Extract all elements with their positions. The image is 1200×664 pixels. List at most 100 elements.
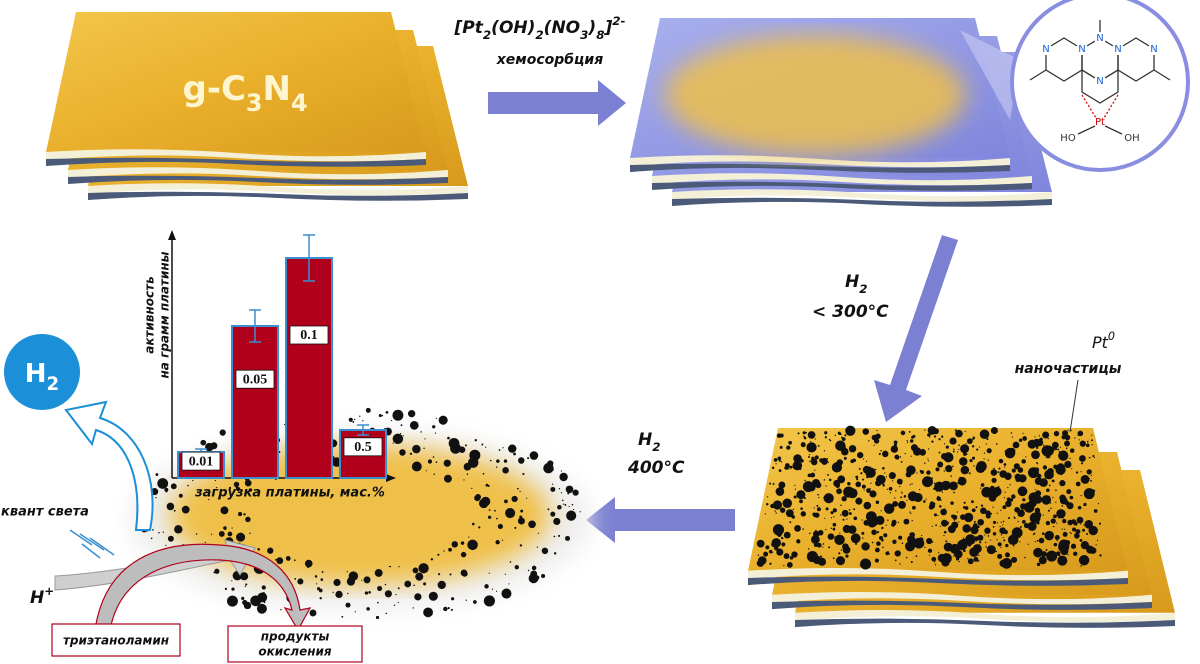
particle <box>798 490 803 496</box>
particle <box>889 492 892 494</box>
particle <box>973 556 979 562</box>
particle <box>841 447 849 456</box>
particle <box>882 450 889 458</box>
particle <box>1062 430 1069 437</box>
particle <box>235 486 241 492</box>
particle <box>802 481 814 493</box>
particle <box>838 552 841 555</box>
particle <box>926 470 931 475</box>
particle <box>1086 469 1092 475</box>
particle <box>178 493 183 498</box>
particle <box>857 451 864 459</box>
particle <box>1056 509 1066 519</box>
particle <box>528 520 536 529</box>
particle <box>885 551 890 556</box>
particle <box>424 564 427 566</box>
condition-label: < 300°C <box>812 302 889 322</box>
particle <box>869 488 871 490</box>
particle <box>927 460 929 462</box>
particle <box>950 501 954 505</box>
formula-part: 2- <box>612 14 625 28</box>
particle <box>467 539 478 551</box>
particle <box>1089 456 1091 459</box>
particle <box>427 459 433 464</box>
particle <box>899 482 902 485</box>
particle <box>971 500 974 504</box>
formula-part: ) <box>587 18 596 38</box>
particle <box>1033 532 1036 535</box>
particle <box>1046 488 1050 493</box>
particle <box>967 557 969 560</box>
particle <box>834 434 837 437</box>
particle <box>897 521 900 524</box>
particle <box>928 554 931 556</box>
particle <box>173 509 176 512</box>
particle <box>425 470 427 472</box>
atom-label: N <box>1078 44 1085 55</box>
particle <box>445 460 450 464</box>
particle <box>1002 536 1004 539</box>
particle <box>830 527 833 530</box>
particle <box>756 559 765 567</box>
particle <box>1019 439 1021 442</box>
particle <box>879 535 883 540</box>
particle <box>411 461 422 472</box>
particle <box>770 503 775 509</box>
particle <box>878 452 881 456</box>
atom-label: HO <box>1060 133 1076 144</box>
particle <box>562 503 565 505</box>
particle <box>824 517 826 519</box>
particle <box>504 573 506 575</box>
particle <box>1095 544 1097 546</box>
particle <box>903 495 907 498</box>
particle <box>998 458 1004 464</box>
particle <box>1012 441 1020 449</box>
formula-part: ] <box>603 18 612 38</box>
particle <box>1041 532 1045 536</box>
particle <box>908 431 911 433</box>
particle <box>1034 488 1036 491</box>
particle <box>811 456 814 459</box>
particle <box>359 415 361 417</box>
particle <box>915 555 918 558</box>
particle <box>541 547 549 555</box>
particle <box>503 459 508 463</box>
particle <box>485 446 487 448</box>
particle <box>960 444 970 454</box>
particle <box>957 481 959 484</box>
particle <box>245 605 248 607</box>
particle <box>959 457 968 466</box>
particle <box>319 597 322 600</box>
particle <box>1075 481 1081 487</box>
label-box <box>235 369 275 389</box>
particle <box>996 522 999 524</box>
particle <box>978 554 980 557</box>
particle <box>1071 468 1073 470</box>
particle <box>1076 516 1084 524</box>
particle <box>564 504 567 506</box>
particle <box>854 542 858 546</box>
particle <box>187 484 189 487</box>
particle <box>876 474 886 485</box>
formula-part: (NO <box>544 18 580 38</box>
particle <box>496 459 500 463</box>
particle <box>572 489 579 496</box>
particle <box>986 545 996 555</box>
particle <box>875 547 880 553</box>
product-formula: H2 <box>25 359 59 395</box>
particle <box>552 483 554 485</box>
particle <box>157 478 169 489</box>
particle <box>1052 525 1055 528</box>
particle <box>987 535 990 537</box>
particle <box>794 524 801 532</box>
particle <box>906 499 908 501</box>
particle <box>451 597 455 601</box>
particle <box>828 438 831 441</box>
particle <box>806 442 817 453</box>
particle <box>958 444 960 446</box>
particle <box>1025 456 1027 458</box>
particle <box>1062 518 1067 524</box>
particle <box>409 420 419 430</box>
particle <box>1098 522 1102 525</box>
atom-label: N <box>1114 44 1121 55</box>
